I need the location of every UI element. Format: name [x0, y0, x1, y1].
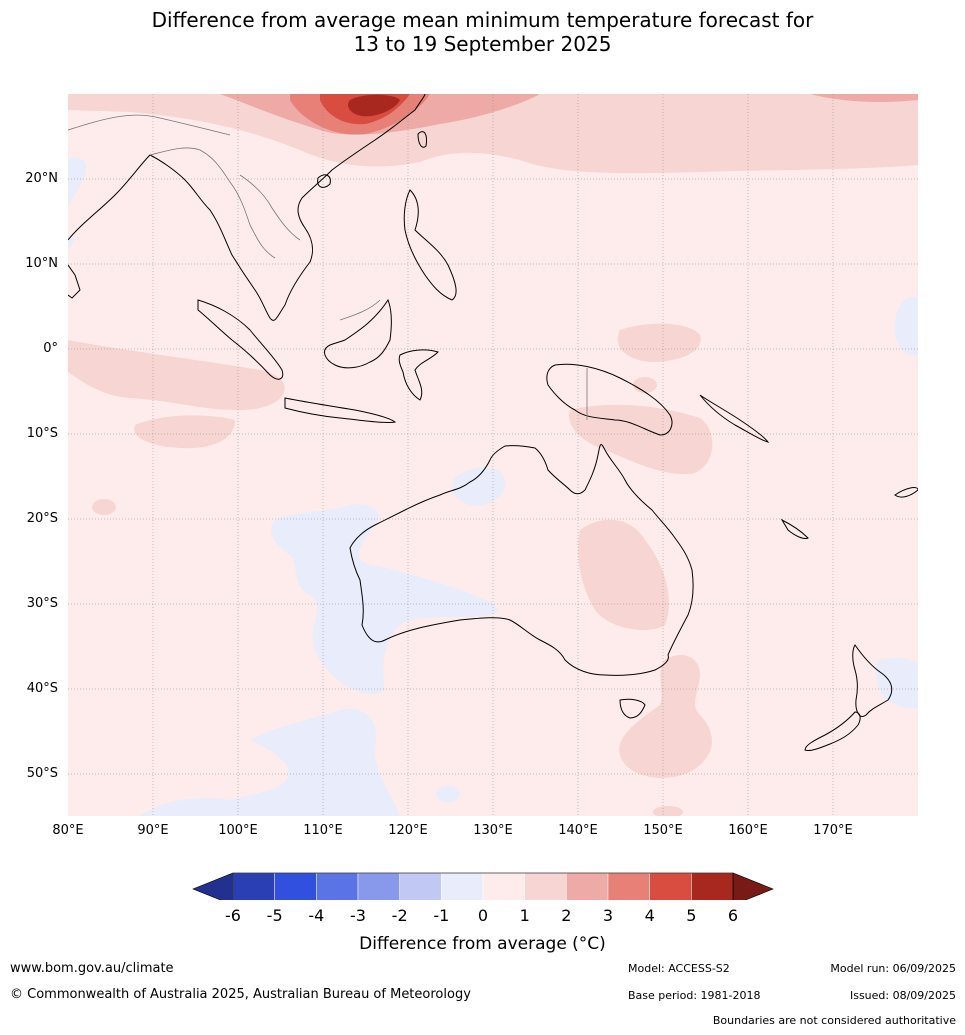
colorbar-tick-label: 4: [644, 906, 655, 925]
lon-label-130e: 130°E: [473, 823, 513, 838]
lon-label-110e: 110°E: [303, 823, 343, 838]
colorbar-tick-label: 2: [561, 906, 572, 925]
colorbar-title: Difference from average (°C): [359, 934, 606, 954]
lon-label-80e: 80°E: [52, 823, 84, 838]
colorbar-tick-label: -1: [433, 906, 450, 925]
colorbar-bin: [607, 872, 650, 900]
anomaly-zone-cool-west-aus: [270, 504, 499, 694]
anomaly-zone-south: [653, 806, 683, 816]
anomaly-zone-cool-nz: [876, 657, 918, 709]
lat-label-20s: 20°S: [26, 511, 58, 526]
lon-label-140e: 140°E: [558, 823, 598, 838]
lon-label-120e: 120°E: [388, 823, 428, 838]
colorbar-tick-label: -2: [391, 906, 408, 925]
anomaly-zone-cool-small: [436, 786, 460, 802]
asia-coast: [68, 94, 426, 321]
australia-coast: [349, 444, 694, 676]
colorbar-tick-label: 0: [477, 906, 489, 925]
colorbar-bin: [524, 872, 567, 900]
java-coast: [284, 397, 397, 423]
anomaly-zone-cool-northwest: [452, 467, 506, 506]
lat-label-10n: 10°N: [25, 256, 58, 271]
lat-label-0: 0°: [43, 341, 58, 356]
model-name: Model: ACCESS-S2: [628, 962, 730, 975]
solomons-coast: [699, 394, 770, 443]
anomaly-zone-west-equator: [68, 340, 285, 410]
lon-label-170e: 170°E: [813, 823, 853, 838]
sri-lanka-coast: [68, 264, 81, 299]
hainan-coast: [317, 174, 331, 188]
colorbar-tick-label: -5: [266, 906, 283, 925]
colorbar-tick-label: -3: [350, 906, 366, 925]
title-line-1: Difference from average mean minimum tem…: [151, 8, 814, 32]
colorbar-tick-label: -4: [308, 906, 325, 925]
issued-date: Issued: 08/09/2025: [849, 989, 956, 1002]
colorbar-tick-label: 1: [519, 906, 530, 925]
colorbar-tick-label: -6: [225, 906, 241, 925]
anomaly-zone-tasman: [619, 655, 712, 778]
colorbar-bin: [441, 872, 484, 900]
colorbar-bin: [691, 872, 734, 900]
anomaly-zone-cool-far-south: [140, 798, 240, 816]
colorbar-extend-high: [732, 872, 774, 900]
colorbar-extend-low: [192, 872, 234, 900]
colorbar-tick-label: 5: [686, 906, 697, 925]
lat-label-20n: 20°N: [25, 171, 58, 186]
lat-label-10s: 10°S: [26, 426, 58, 441]
new-guinea-coast: [546, 363, 673, 436]
borneo-coast: [324, 298, 392, 369]
coastlines: [68, 94, 918, 751]
colorbar-tick-label: 3: [602, 906, 614, 925]
philippines-coast: [403, 189, 457, 301]
forecast-map: [68, 94, 918, 900]
colorbar-tick-label: 6: [727, 906, 739, 925]
colorbar-bin: [649, 872, 692, 900]
fiji-coast: [894, 487, 918, 498]
colorbar-outline: [232, 872, 734, 900]
new-caledonia-coast: [780, 518, 809, 539]
colorbar-bin: [482, 872, 525, 900]
lat-label-30s: 30°S: [26, 596, 58, 611]
anomaly-zone-small: [92, 499, 116, 515]
lat-label-40s: 40°S: [26, 681, 58, 696]
anomaly-zone-cool-nw: [68, 157, 87, 205]
anomaly-zone-cool-pacific: [895, 297, 918, 356]
country-borders: [68, 114, 588, 420]
colorbar-bin: [232, 872, 275, 900]
anomaly-zone-northeast: [810, 94, 918, 102]
title-line-2: 13 to 19 September 2025: [353, 32, 612, 56]
boundaries-disclaimer: Boundaries are not considered authoritat…: [712, 1014, 956, 1027]
colorbar-bin: [357, 872, 400, 900]
lon-label-100e: 100°E: [218, 823, 258, 838]
sumatra-coast: [197, 299, 284, 380]
anomaly-zone-east-aus: [578, 519, 669, 630]
anomaly-zone-cool-south: [200, 709, 400, 816]
website-link[interactable]: www.bom.gov.au/climate: [10, 961, 174, 976]
graticule: [68, 94, 918, 816]
map-title: Difference from average mean minimum tem…: [0, 8, 965, 56]
tasmania-coast: [619, 698, 646, 719]
lon-label-150e: 150°E: [643, 823, 683, 838]
copyright-text: © Commonwealth of Australia 2025, Austra…: [10, 987, 471, 1002]
anomaly-zone-indian: [134, 415, 235, 449]
lat-label-50s: 50°S: [26, 766, 58, 781]
colorbar-bin: [274, 872, 317, 900]
colorbar: [192, 872, 774, 900]
anomaly-zone-coral: [633, 377, 657, 393]
anomaly-zone-equator-east: [617, 323, 701, 362]
taiwan-coast: [417, 131, 427, 148]
colorbar-bin: [566, 872, 609, 900]
lon-label-90e: 90°E: [137, 823, 169, 838]
nz-south-coast: [804, 711, 861, 751]
anomaly-zone-png: [569, 404, 713, 475]
sulawesi-coast: [398, 349, 439, 401]
model-run-date: Model run: 06/09/2025: [830, 962, 956, 975]
anomaly-zone-5to6-north: [348, 94, 400, 117]
colorbar-bin: [316, 872, 359, 900]
base-period: Base period: 1981-2018: [628, 989, 761, 1002]
lon-label-160e: 160°E: [728, 823, 768, 838]
nz-north-coast: [852, 644, 893, 717]
colorbar-bin: [399, 872, 442, 900]
